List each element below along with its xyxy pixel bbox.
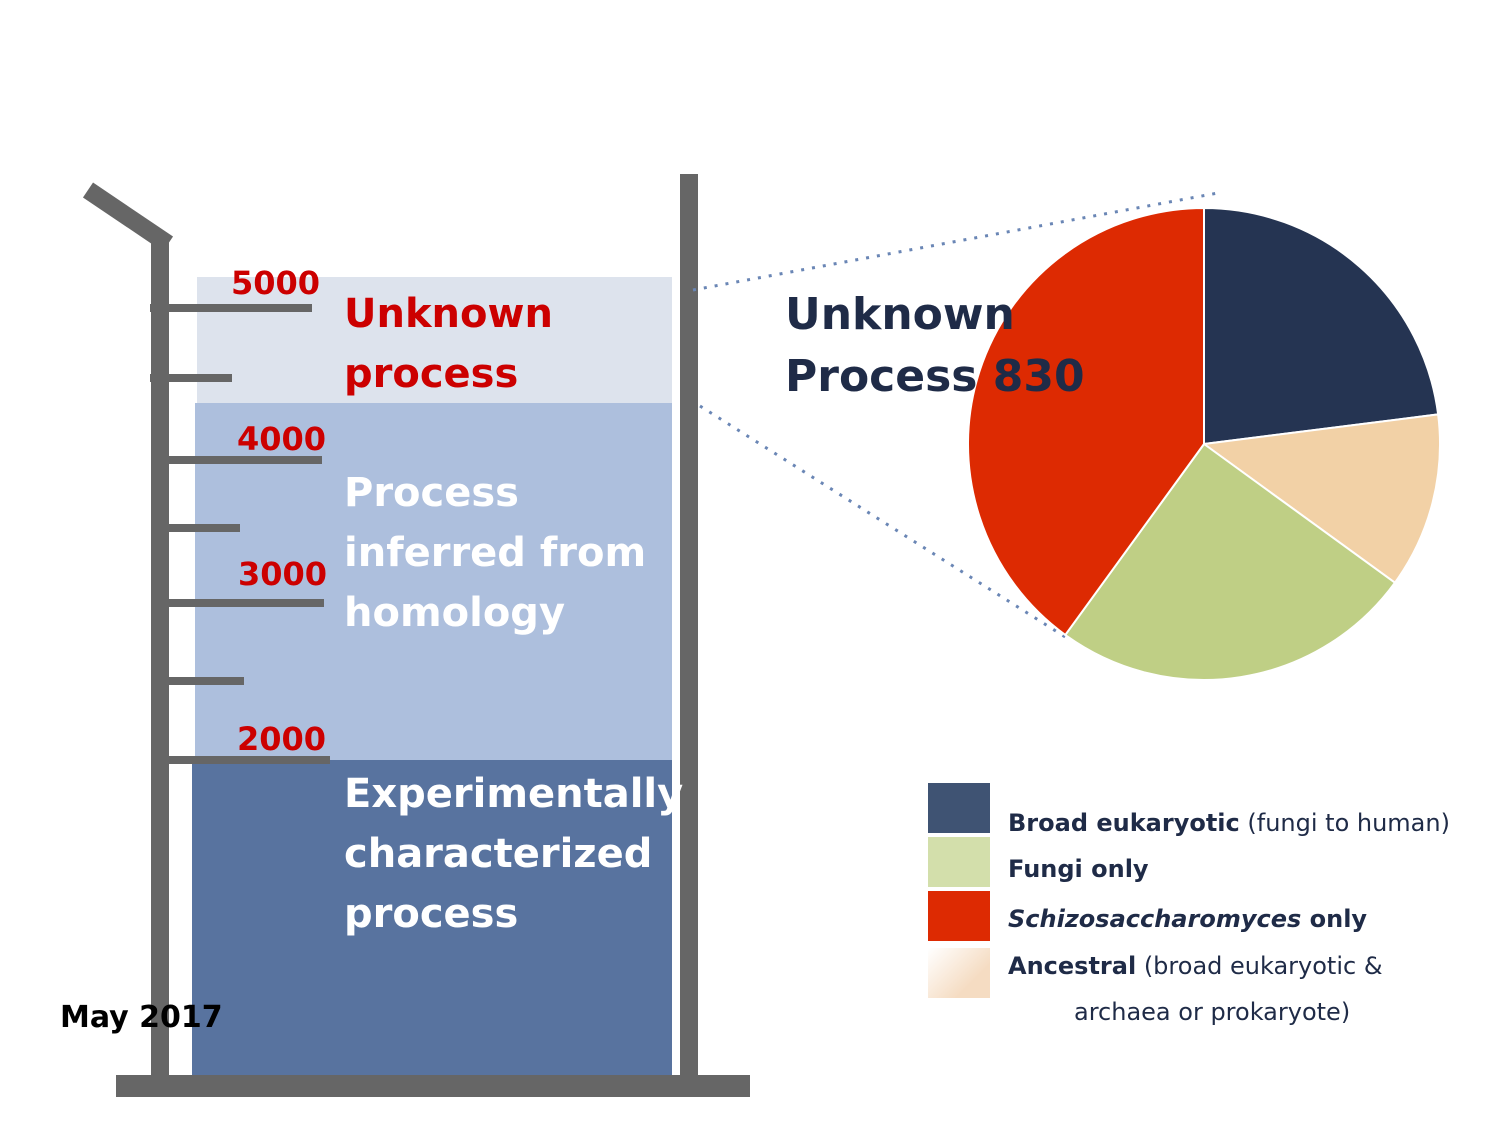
label-line: Unknown bbox=[344, 291, 553, 337]
segment-unknown bbox=[197, 277, 672, 404]
legend-label-normal: (broad eukaryotic & bbox=[1136, 952, 1383, 980]
scale-label-4000: 4000 bbox=[237, 420, 327, 458]
base bbox=[116, 1075, 750, 1097]
pie-slice-fungi-only bbox=[1063, 442, 1397, 681]
legend-label-normal: only bbox=[1301, 905, 1368, 933]
legend-item-fungi-only: Fungi only bbox=[928, 837, 1488, 887]
pie-title-line: Process 830 bbox=[785, 351, 1085, 402]
label-line: characterized bbox=[344, 831, 653, 877]
legend-label-bold: Ancestral bbox=[1008, 952, 1137, 980]
legend-item-ancestral: Ancestral (broad eukaryotic & archaea or… bbox=[928, 948, 1488, 1026]
segment-experimental bbox=[192, 760, 672, 1078]
pie-title: Unknown Process 830 bbox=[785, 284, 1085, 408]
legend-label: Ancestral (broad eukaryotic & bbox=[1008, 952, 1383, 980]
pie-slice-schizosaccharomyces-only bbox=[967, 206, 1205, 637]
legend-label: Schizosaccharomyces only bbox=[1008, 905, 1367, 933]
label-line: Experimentally bbox=[344, 771, 684, 817]
scale-label-3000: 3000 bbox=[238, 555, 328, 593]
legend-label-normal: (fungi to human) bbox=[1239, 809, 1450, 837]
label-line: homology bbox=[344, 590, 566, 636]
zoom-line-bottom bbox=[699, 404, 1071, 642]
spout bbox=[82, 182, 174, 252]
legend-swatch bbox=[928, 783, 990, 833]
legend-swatch bbox=[928, 891, 990, 941]
legend-label: Broad eukaryotic (fungi to human) bbox=[1008, 809, 1450, 837]
label-line: process bbox=[344, 891, 519, 937]
scale-label-2000: 2000 bbox=[237, 720, 327, 758]
label-experimental-process: Experimentally characterized process bbox=[344, 764, 683, 944]
legend-label-continuation: archaea or prokaryote) bbox=[1074, 998, 1351, 1026]
legend-label-bold: Broad eukaryotic bbox=[1008, 809, 1240, 837]
label-line: inferred from bbox=[344, 530, 647, 576]
zoom-line-top bbox=[692, 191, 1219, 292]
legend-item-broad-eukaryotic: Broad eukaryotic (fungi to human) bbox=[928, 783, 1488, 837]
label-unknown-process: Unknown process bbox=[344, 284, 553, 404]
legend-label-bold: Schizosaccharomyces bbox=[1008, 905, 1302, 933]
pie-slice-broad-eukaryotic bbox=[1203, 206, 1440, 446]
label-line: Process bbox=[344, 470, 519, 516]
pie-title-line: Unknown bbox=[785, 289, 1015, 340]
legend-item-schizosaccharomyces-only: Schizosaccharomyces only bbox=[928, 891, 1488, 941]
scale-label-5000: 5000 bbox=[231, 264, 321, 302]
label-inferred-process: Process inferred from homology bbox=[344, 463, 646, 643]
legend-swatch bbox=[928, 948, 990, 998]
label-line: process bbox=[344, 351, 519, 397]
legend-swatch bbox=[928, 837, 990, 887]
pie-slice-ancestral bbox=[1201, 413, 1441, 585]
date-label: May 2017 bbox=[60, 1000, 223, 1035]
legend-label: Fungi only bbox=[1008, 855, 1149, 883]
legend-label-bold: Fungi only bbox=[1008, 855, 1149, 883]
